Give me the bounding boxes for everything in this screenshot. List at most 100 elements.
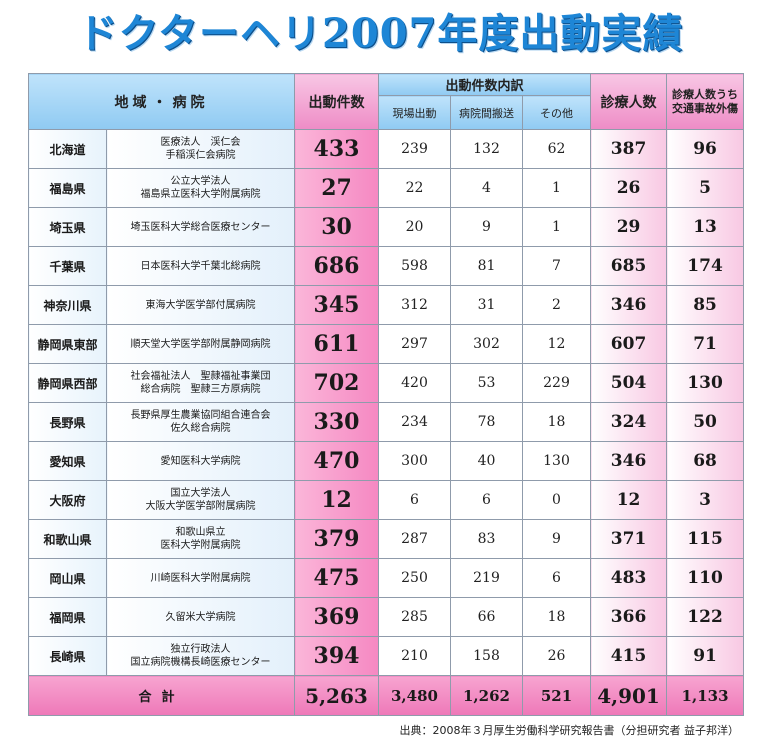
- hospital-name-line: 日本医科大学千葉北総病院: [140, 260, 261, 272]
- hospital-cell: 川崎医科大学附属病院: [106, 558, 295, 598]
- scene-cell: 239: [378, 129, 451, 169]
- prefecture-cell: 北海道: [28, 129, 107, 169]
- other-header: その他: [521, 95, 592, 130]
- hospital-cell: 長野県厚生農業協同組合連合会 佐久総合病院: [106, 402, 295, 442]
- scene-cell: 300: [378, 441, 451, 481]
- patients-cell: 415: [590, 636, 668, 676]
- transfer-cell: 132: [450, 129, 523, 169]
- prefecture-cell: 静岡県西部: [28, 363, 107, 403]
- transfer-cell: 78: [450, 402, 523, 442]
- breakdown-header: 出動件数内訳: [377, 73, 592, 96]
- trauma-cell: 91: [666, 636, 745, 676]
- dispatch-count-cell: 30: [294, 207, 379, 247]
- other-cell: 62: [521, 129, 592, 169]
- other-cell: 18: [521, 402, 592, 442]
- scene-cell: 234: [378, 402, 451, 442]
- hospital-name-line: 川崎医科大学附属病院: [150, 572, 251, 584]
- hospital-name-line: 久留米大学病院: [165, 611, 236, 623]
- dispatch-count-cell: 27: [294, 168, 379, 208]
- hospital-name-line: 福島県立医科大学附属病院: [140, 189, 261, 200]
- other-cell: 130: [521, 441, 592, 481]
- other-cell: 12: [521, 324, 592, 364]
- hospital-name-line: 順天堂大学医学部附属静岡病院: [130, 338, 271, 350]
- total-transfer: 1,262: [450, 675, 523, 716]
- total-dispatch: 5,263: [294, 675, 379, 716]
- transfer-cell: 81: [450, 246, 523, 286]
- total-patients: 4,901: [590, 675, 668, 716]
- transfer-cell: 83: [450, 519, 523, 559]
- transfer-cell: 31: [450, 285, 523, 325]
- scene-cell: 250: [378, 558, 451, 598]
- hospital-name-line: 和歌山県立: [175, 527, 226, 538]
- patients-cell: 346: [590, 441, 668, 481]
- table-row: 大阪府 国立大学法人 大阪大学医学部附属病院 12 6 6 0 12 3: [28, 480, 745, 520]
- hospital-cell: 医療法人 渓仁会 手稲渓仁会病院: [106, 129, 295, 169]
- hospital-name-line: 愛知医科大学病院: [160, 455, 241, 467]
- transfer-cell: 66: [450, 597, 523, 637]
- patients-header: 診療人数: [590, 73, 668, 130]
- other-cell: 26: [521, 636, 592, 676]
- hospital-name-line: 公立大学法人: [170, 176, 231, 187]
- transfer-cell: 40: [450, 441, 523, 481]
- patients-cell: 324: [590, 402, 668, 442]
- trauma-cell: 13: [666, 207, 745, 247]
- scene-cell: 598: [378, 246, 451, 286]
- dispatch-table: 地域・病院 出動件数 出動件数内訳 診療人数 診療人数うち 交通事故外傷 現場出動…: [28, 73, 745, 716]
- patients-cell: 366: [590, 597, 668, 637]
- prefecture-cell: 長野県: [28, 402, 107, 442]
- hospital-name-line: 大阪大学医学部附属病院: [145, 501, 256, 512]
- hospital-name-line: 長野県厚生農業協同組合連合会: [130, 410, 271, 421]
- table-row: 埼玉県 埼玉医科大学総合医療センター 30 20 9 1 29 13: [28, 207, 745, 247]
- total-other: 521: [521, 675, 592, 716]
- scene-cell: 287: [378, 519, 451, 559]
- transfer-cell: 219: [450, 558, 523, 598]
- total-row: 合計 5,263 3,480 1,262 521 4,901 1,133: [28, 675, 745, 716]
- trauma-cell: 85: [666, 285, 745, 325]
- hospital-name-line: 医療法人 渓仁会: [160, 137, 241, 148]
- table-row: 神奈川県 東海大学医学部付属病院 345 312 31 2 346 85: [28, 285, 745, 325]
- trauma-cell: 110: [666, 558, 745, 598]
- scene-cell: 22: [378, 168, 451, 208]
- other-cell: 1: [521, 207, 592, 247]
- dispatch-count-cell: 394: [294, 636, 379, 676]
- hospital-name-line: 佐久総合病院: [170, 423, 231, 434]
- hospital-name-line: 東海大学医学部付属病院: [145, 299, 256, 311]
- dispatch-count-cell: 345: [294, 285, 379, 325]
- prefecture-cell: 長崎県: [28, 636, 107, 676]
- hospital-cell: 順天堂大学医学部附属静岡病院: [106, 324, 295, 364]
- hospital-name-line: 医科大学附属病院: [160, 540, 241, 551]
- scene-cell: 6: [378, 480, 451, 520]
- other-cell: 18: [521, 597, 592, 637]
- table-row: 千葉県 日本医科大学千葉北総病院 686 598 81 7 685 174: [28, 246, 745, 286]
- dispatch-count-cell: 686: [294, 246, 379, 286]
- transfer-cell: 6: [450, 480, 523, 520]
- patients-cell: 607: [590, 324, 668, 364]
- trauma-header: 診療人数うち 交通事故外傷: [666, 73, 745, 130]
- table-row: 静岡県東部 順天堂大学医学部附属静岡病院 611 297 302 12 607 71: [28, 324, 745, 364]
- dispatch-count-cell: 611: [294, 324, 379, 364]
- patients-cell: 26: [590, 168, 668, 208]
- trauma-cell: 68: [666, 441, 745, 481]
- other-cell: 6: [521, 558, 592, 598]
- transfer-cell: 158: [450, 636, 523, 676]
- prefecture-cell: 神奈川県: [28, 285, 107, 325]
- table-row: 愛知県 愛知医科大学病院 470 300 40 130 346 68: [28, 441, 745, 481]
- prefecture-cell: 静岡県東部: [28, 324, 107, 364]
- hospital-name-line: 社会福祉法人 聖隷福祉事業団: [130, 371, 271, 382]
- hospital-cell: 和歌山県立医科大学附属病院: [106, 519, 295, 559]
- patients-cell: 685: [590, 246, 668, 286]
- prefecture-cell: 埼玉県: [28, 207, 107, 247]
- patients-cell: 346: [590, 285, 668, 325]
- dispatch-count-header: 出動件数: [294, 73, 379, 130]
- other-cell: 1: [521, 168, 592, 208]
- hospital-cell: 公立大学法人福島県立医科大学附属病院: [106, 168, 295, 208]
- total-label: 合計: [28, 675, 295, 716]
- other-cell: 0: [521, 480, 592, 520]
- patients-cell: 504: [590, 363, 668, 403]
- prefecture-cell: 大阪府: [28, 480, 107, 520]
- patients-cell: 371: [590, 519, 668, 559]
- prefecture-cell: 福岡県: [28, 597, 107, 637]
- hospital-name-line: 手稲渓仁会病院: [165, 150, 236, 161]
- table-row: 静岡県西部 社会福祉法人 聖隷福祉事業団 総合病院 聖隷三方原病院 702 420 53 2…: [28, 363, 745, 403]
- table-row: 和歌山県 和歌山県立 医科大学附属病院 379 287 83 9 371 115: [28, 519, 745, 559]
